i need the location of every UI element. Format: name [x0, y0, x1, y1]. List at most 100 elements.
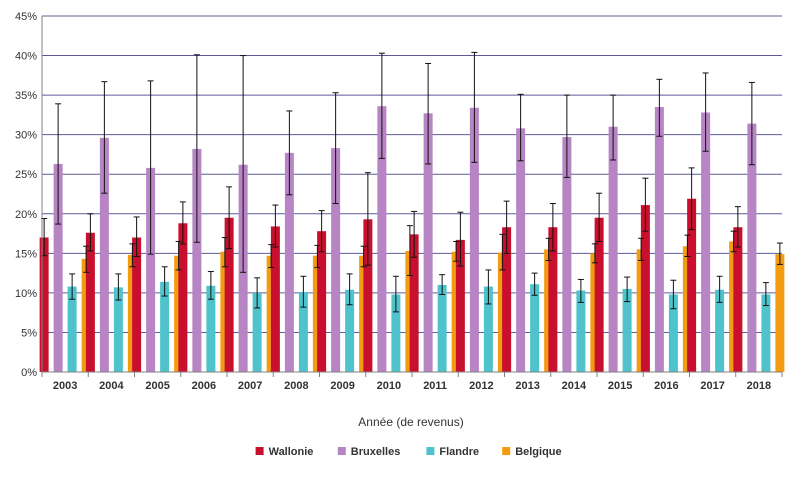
error-bar-bruxelles-2009 [332, 92, 339, 204]
bar-bruxelles-2006 [192, 148, 202, 372]
axes [41, 16, 783, 377]
x-tick-label: 2007 [238, 380, 262, 392]
error-bar-belgique-2015 [638, 237, 645, 261]
error-bar-bruxelles-2013 [517, 93, 524, 162]
error-bar-wallonie-2016 [642, 177, 649, 232]
bar-flandre-2013 [530, 284, 540, 372]
error-bar-flandre-2010 [392, 275, 399, 313]
bar-bruxelles-2003 [53, 163, 63, 372]
x-tick-label: 2016 [654, 380, 678, 392]
error-bar-wallonie-2012 [457, 211, 464, 267]
x-tick-labels: 2003 2004 2005 2006 2007 2008 2009 2010 2011 2012… [53, 380, 771, 392]
error-bar-wallonie-2008 [272, 204, 279, 248]
error-bar-belgique-2003 [83, 245, 90, 273]
error-bar-wallonie-2010 [364, 172, 371, 266]
x-tick-label: 2017 [700, 380, 724, 392]
y-tick-label: 30% [15, 130, 37, 142]
bar-bruxelles-2014 [562, 137, 572, 372]
bar-wallonie-2004 [85, 232, 95, 372]
error-bar-belgique-2012 [499, 233, 506, 271]
error-bar-wallonie-2013 [503, 200, 510, 254]
x-tick-label: 2018 [747, 380, 771, 392]
error-bar-belgique-2010 [406, 225, 413, 276]
error-bar-bruxelles-2014 [563, 94, 570, 178]
bar-bruxelles-2009 [331, 148, 341, 372]
error-bar-flandre-2006 [207, 271, 214, 300]
bar-flandre-2011 [437, 284, 447, 372]
bar-belgique-2018 [775, 254, 785, 372]
bar-bruxelles-2017 [701, 112, 711, 372]
bar-wallonie-2011 [409, 234, 419, 372]
error-bar-flandre-2003 [69, 273, 76, 300]
bar-flandre-2003 [67, 286, 77, 372]
x-tick-label: 2004 [99, 380, 124, 392]
bar-flandre-2006 [206, 285, 216, 372]
error-bar-bruxelles-2012 [471, 51, 478, 163]
bar-flandre-2005 [160, 281, 170, 372]
x-tick-label: 2011 [423, 380, 447, 392]
bar-wallonie-2007 [224, 217, 234, 372]
error-bar-flandre-2017 [716, 275, 723, 303]
legend-item-flandre: Flandre [426, 446, 479, 458]
y-tick-label: 45% [15, 11, 37, 23]
error-bar-bruxelles-2018 [748, 81, 755, 166]
error-bar-bruxelles-2010 [378, 52, 385, 159]
bar-flandre-2009 [345, 289, 355, 372]
y-tick-labels: 0% 5% 10% 15% 20% 25% 30% 35% 40% 45% [15, 11, 37, 379]
y-tick-label: 25% [15, 169, 37, 181]
error-bar-wallonie-2017 [688, 167, 695, 231]
error-bar-flandre-2018 [762, 282, 769, 307]
error-bar-belgique-2008 [314, 244, 321, 269]
error-bar-flandre-2009 [346, 273, 353, 306]
error-bar-belgique-2016 [684, 234, 691, 257]
legend-label: Flandre [439, 446, 479, 458]
y-tick-label: 0% [21, 367, 37, 379]
bar-bruxelles-2013 [516, 128, 526, 372]
error-bar-wallonie-2004 [87, 213, 94, 252]
error-bar-bruxelles-2008 [286, 110, 293, 196]
x-tick-label: 2015 [608, 380, 632, 392]
error-bar-bruxelles-2007 [240, 55, 247, 273]
legend: Wallonie Bruxelles Flandre Belgique [255, 446, 562, 458]
legend-swatch [502, 447, 511, 455]
error-bar-flandre-2004 [115, 273, 122, 301]
error-bar-belgique-2018 [776, 242, 783, 265]
error-bar-flandre-2012 [485, 269, 492, 305]
legend-label: Bruxelles [351, 446, 401, 458]
error-bar-wallonie-2015 [596, 192, 603, 242]
bar-wallonie-2017 [687, 198, 697, 372]
error-bar-bruxelles-2005 [147, 80, 154, 255]
x-tick-label: 2003 [53, 380, 77, 392]
error-bar-wallonie-2007 [226, 186, 233, 250]
bar-bruxelles-2004 [99, 137, 109, 372]
bar-flandre-2018 [761, 294, 771, 372]
bar-bruxelles-2012 [469, 107, 479, 372]
bars [39, 106, 785, 372]
error-bar-flandre-2008 [300, 275, 307, 308]
bar-wallonie-2009 [317, 231, 327, 372]
bar-bruxelles-2016 [654, 106, 664, 372]
error-bar-belgique-2006 [221, 237, 228, 268]
error-bar-bruxelles-2011 [425, 62, 432, 165]
error-bar-flandre-2016 [670, 279, 677, 310]
legend-swatch [426, 447, 435, 455]
error-bar-wallonie-2005 [133, 216, 140, 257]
x-tick-label: 2009 [330, 380, 354, 392]
error-bar-belgique-2014 [591, 243, 598, 264]
error-bar-belgique-2004 [129, 243, 136, 268]
bar-wallonie-2015 [594, 217, 604, 372]
y-tick-label: 10% [15, 288, 37, 300]
legend-label: Wallonie [269, 446, 314, 458]
bar-flandre-2015 [622, 288, 632, 372]
bar-wallonie-2010 [363, 219, 373, 372]
bar-flandre-2007 [252, 292, 262, 372]
bar-flandre-2014 [576, 290, 586, 372]
legend-swatch [337, 447, 346, 455]
error-bars [41, 51, 783, 313]
error-bar-flandre-2015 [624, 276, 631, 303]
legend-item-belgique: Belgique [502, 446, 562, 458]
legend-item-wallonie: Wallonie [255, 446, 314, 458]
bar-flandre-2004 [113, 287, 123, 372]
error-bar-flandre-2005 [161, 266, 168, 297]
